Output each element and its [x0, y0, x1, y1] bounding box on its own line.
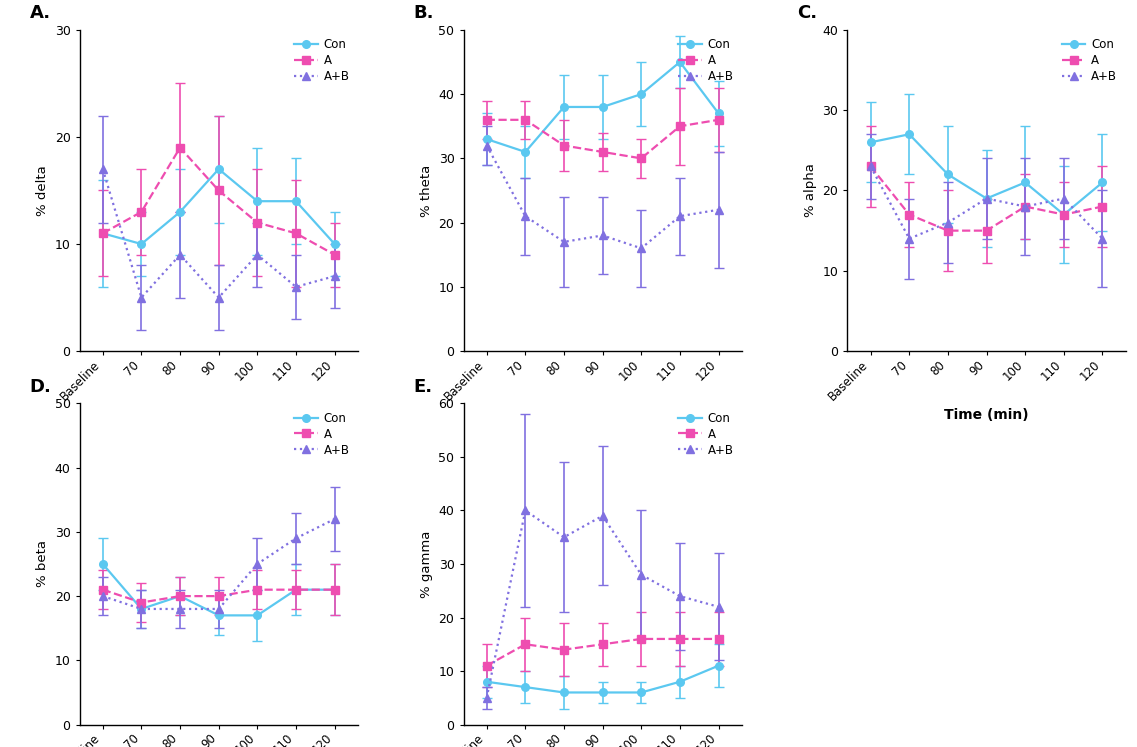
Text: D.: D. — [30, 378, 51, 396]
Text: B.: B. — [414, 4, 434, 22]
Y-axis label: % delta: % delta — [36, 165, 49, 216]
X-axis label: Time (min): Time (min) — [176, 409, 262, 422]
Legend: Con, A, A+B: Con, A, A+B — [675, 409, 736, 459]
Text: C.: C. — [797, 4, 818, 22]
Legend: Con, A, A+B: Con, A, A+B — [1060, 36, 1120, 85]
Text: E.: E. — [414, 378, 432, 396]
Y-axis label: % beta: % beta — [36, 541, 49, 587]
Legend: Con, A, A+B: Con, A, A+B — [292, 409, 351, 459]
X-axis label: Time (min): Time (min) — [944, 409, 1029, 422]
Y-axis label: % alpha: % alpha — [804, 164, 818, 217]
Legend: Con, A, A+B: Con, A, A+B — [292, 36, 351, 85]
Y-axis label: % gamma: % gamma — [420, 530, 433, 598]
Y-axis label: % theta: % theta — [420, 164, 433, 217]
Legend: Con, A, A+B: Con, A, A+B — [675, 36, 736, 85]
X-axis label: Time (min): Time (min) — [561, 409, 645, 422]
Text: A.: A. — [30, 4, 51, 22]
